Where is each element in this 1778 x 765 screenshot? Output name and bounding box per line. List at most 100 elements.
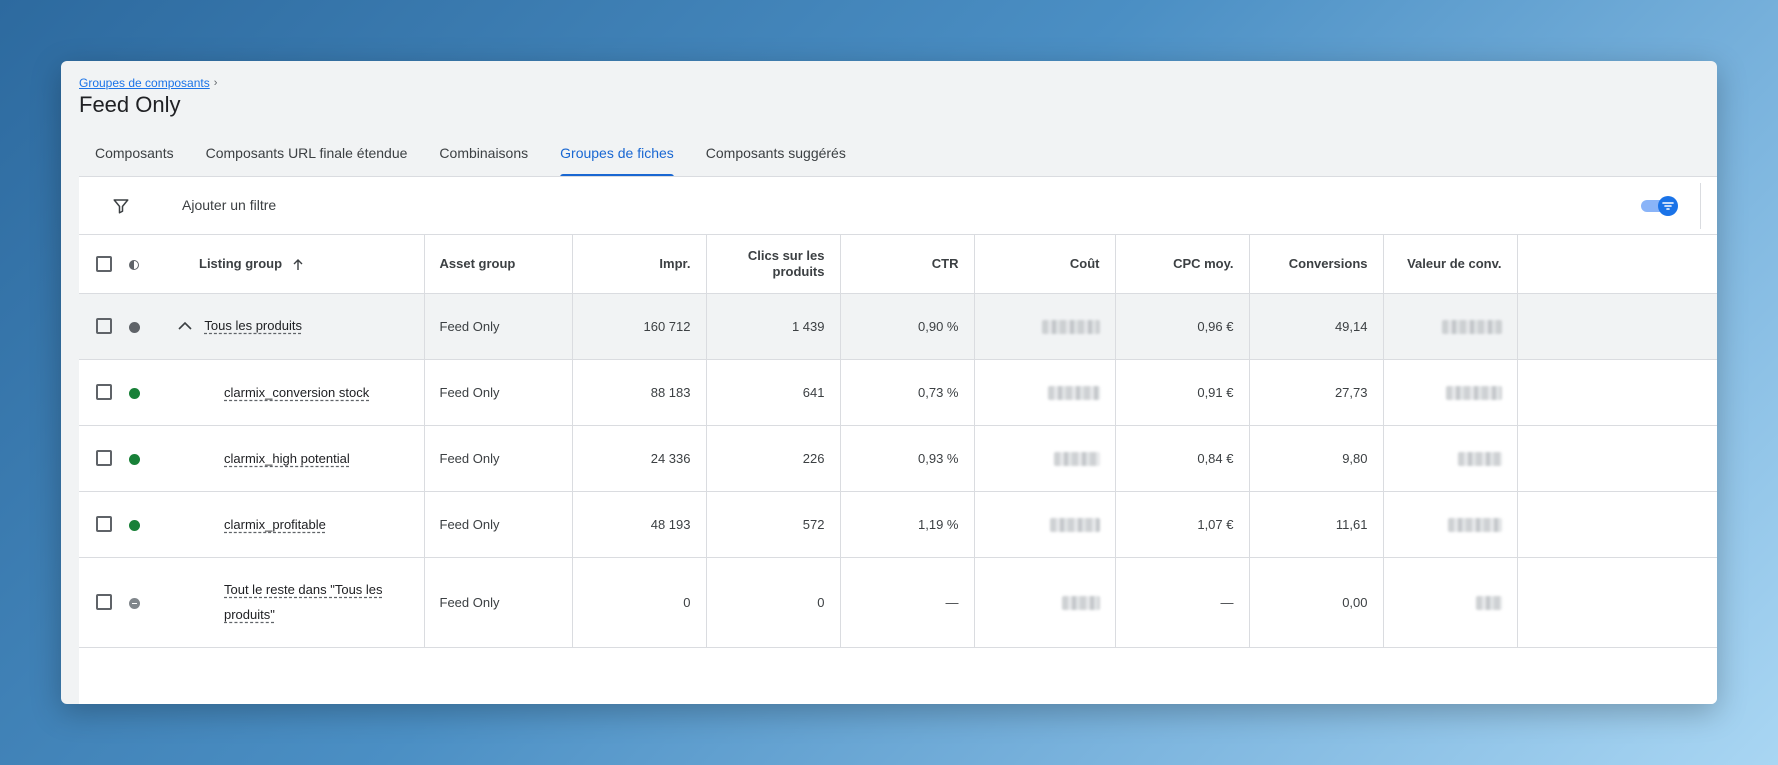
- cost-cell: [974, 557, 1116, 648]
- conversions-cell: 0,00: [1249, 557, 1384, 648]
- listing-group-link[interactable]: Tous les produits: [204, 317, 302, 333]
- breadcrumb-parent-link[interactable]: Groupes de composants: [79, 76, 210, 90]
- filter-icon[interactable]: [112, 197, 130, 215]
- listing-group-cell: Tout le reste dans "Tous les produits": [169, 557, 425, 648]
- clicks-header[interactable]: Clics sur les produits: [706, 235, 841, 294]
- cost-cell: [974, 491, 1116, 558]
- filler-cell: [1517, 293, 1717, 360]
- impr-cell: 0: [572, 557, 707, 648]
- chevron-up-icon[interactable]: [177, 318, 193, 334]
- redacted-value: [1047, 385, 1100, 400]
- impr-cell: 160 712: [572, 293, 707, 360]
- cpc-cell: 0,84 €: [1115, 425, 1250, 492]
- row-checkbox[interactable]: [96, 594, 112, 611]
- impr-cell: 24 336: [572, 425, 707, 492]
- row-checkbox[interactable]: [96, 318, 112, 335]
- cost-header[interactable]: Coût: [974, 235, 1116, 294]
- filler-cell: [1517, 425, 1717, 492]
- tab-composants-url-finale[interactable]: Composants URL finale étendue: [205, 145, 408, 161]
- status-cell: [129, 359, 169, 426]
- conversions-cell: 11,61: [1249, 491, 1384, 558]
- filter-bar: Ajouter un filtre: [79, 177, 1717, 235]
- row-select-cell: [79, 359, 129, 426]
- conversions-cell: 49,14: [1249, 293, 1384, 360]
- add-filter-button[interactable]: Ajouter un filtre: [182, 197, 277, 213]
- cpc-header[interactable]: CPC moy.: [1115, 235, 1250, 294]
- table-panel: Ajouter un filtre L: [79, 177, 1717, 704]
- status-dot-icon: [129, 519, 140, 531]
- redacted-value: [1441, 319, 1502, 334]
- status-dot-icon: [129, 387, 140, 399]
- conv-value-cell: [1383, 359, 1518, 426]
- clicks-cell: 641: [706, 359, 841, 426]
- listing-group-link[interactable]: clarmix_conversion stock: [224, 384, 370, 400]
- segment-toggle[interactable]: [1641, 196, 1678, 216]
- filler-cell: [1517, 557, 1717, 648]
- breadcrumb: Groupes de composants ›: [79, 76, 217, 90]
- ctr-cell: 0,90 %: [840, 293, 975, 360]
- asset-group-header[interactable]: Asset group: [424, 235, 573, 294]
- conv-value-header[interactable]: Valeur de conv.: [1383, 235, 1518, 294]
- table-row: Tous les produits Feed Only 160 712 1 43…: [79, 293, 1717, 360]
- status-dot-icon: [129, 453, 140, 465]
- status-header: [129, 235, 169, 294]
- conv-value-cell: [1383, 293, 1518, 360]
- filler-cell: [1517, 359, 1717, 426]
- select-all-checkbox[interactable]: [96, 256, 112, 273]
- listing-group-cell: clarmix_conversion stock: [169, 359, 425, 426]
- row-checkbox[interactable]: [96, 516, 112, 533]
- listing-groups-table: Listing group Asset group Impr. Clics su…: [79, 235, 1717, 648]
- clicks-cell: 226: [706, 425, 841, 492]
- tab-composants[interactable]: Composants: [95, 145, 174, 161]
- cpc-cell: 0,96 €: [1115, 293, 1250, 360]
- asset-group-cell: Feed Only: [424, 359, 573, 426]
- clicks-cell: 572: [706, 491, 841, 558]
- listing-group-cell: Tous les produits: [169, 293, 425, 360]
- redacted-value: [1457, 451, 1502, 466]
- redacted-value: [1475, 595, 1502, 610]
- tab-combinaisons[interactable]: Combinaisons: [439, 145, 529, 161]
- listing-group-header-label: Listing group: [199, 256, 283, 272]
- redacted-value: [1445, 385, 1502, 400]
- redacted-value: [1447, 517, 1502, 532]
- conversions-header[interactable]: Conversions: [1249, 235, 1384, 294]
- clicks-cell: 0: [706, 557, 841, 648]
- cost-cell: [974, 359, 1116, 426]
- tab-composants-suggeres[interactable]: Composants suggérés: [705, 145, 846, 161]
- status-dot-icon: [129, 321, 140, 333]
- table-row: clarmix_profitable Feed Only 48 193 572 …: [79, 491, 1717, 558]
- listing-group-header[interactable]: Listing group: [169, 235, 425, 294]
- table-row: clarmix_conversion stock Feed Only 88 18…: [79, 359, 1717, 426]
- conversions-cell: 27,73: [1249, 359, 1384, 426]
- filter-lines-icon: [1658, 196, 1678, 216]
- arrow-up-icon[interactable]: [292, 258, 304, 271]
- asset-group-cell: Feed Only: [424, 491, 573, 558]
- tabs-divider: [79, 176, 1717, 177]
- conv-value-cell: [1383, 557, 1518, 648]
- row-checkbox[interactable]: [96, 450, 112, 467]
- redacted-value: [1049, 517, 1100, 532]
- row-checkbox[interactable]: [96, 384, 112, 401]
- ctr-header[interactable]: CTR: [840, 235, 975, 294]
- divider: [1700, 183, 1701, 229]
- listing-group-link[interactable]: clarmix_high potential: [224, 450, 350, 466]
- listing-group-link[interactable]: clarmix_profitable: [224, 516, 326, 532]
- impr-cell: 88 183: [572, 359, 707, 426]
- listing-group-link[interactable]: Tout le reste dans "Tous les produits": [224, 582, 383, 622]
- status-column-icon[interactable]: [129, 259, 139, 270]
- select-all-cell: [79, 235, 129, 294]
- page-title: Feed Only: [79, 92, 181, 117]
- tab-groupes-de-fiches[interactable]: Groupes de fiches: [544, 139, 690, 179]
- status-cell: [129, 491, 169, 558]
- redacted-value: [1053, 451, 1100, 466]
- conversions-cell: 9,80: [1249, 425, 1384, 492]
- cpc-cell: 0,91 €: [1115, 359, 1250, 426]
- ctr-cell: —: [840, 557, 975, 648]
- row-select-cell: [79, 293, 129, 360]
- row-select-cell: [79, 491, 129, 558]
- table-row: Tout le reste dans "Tous les produits" F…: [79, 557, 1717, 648]
- impr-header[interactable]: Impr.: [572, 235, 707, 294]
- status-cell: [129, 425, 169, 492]
- status-cell: [129, 293, 169, 360]
- ctr-cell: 0,73 %: [840, 359, 975, 426]
